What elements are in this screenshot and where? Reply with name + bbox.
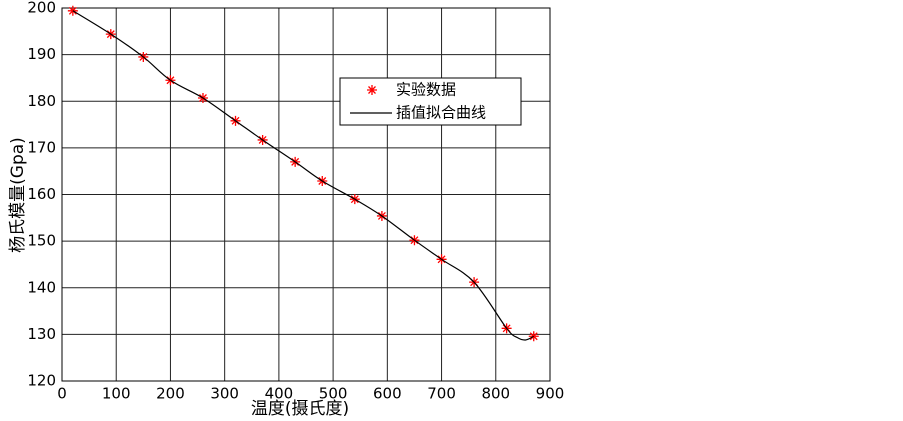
plot-frame xyxy=(61,7,551,382)
y-tick-label: 200 xyxy=(27,0,56,17)
y-tick-label: 190 xyxy=(27,45,56,63)
y-tick-label: 160 xyxy=(27,185,56,203)
y-tick-label: 130 xyxy=(27,325,56,343)
x-axis-title: 温度(摄氏度) xyxy=(251,399,349,419)
y-tick-label: 180 xyxy=(27,92,56,110)
y-tick-label: 150 xyxy=(27,232,56,250)
legend-box xyxy=(339,77,522,126)
x-tick-label: 600 xyxy=(373,385,402,403)
legend-label: 实验数据 xyxy=(396,81,456,99)
y-axis-title: 杨氏模量(Gpa) xyxy=(8,137,28,253)
data-point xyxy=(67,5,78,16)
x-tick-label: 800 xyxy=(481,385,510,403)
x-tick-label: 200 xyxy=(156,385,185,403)
legend-symbol xyxy=(367,85,377,95)
x-tick-label: 300 xyxy=(210,385,239,403)
x-tick-label: 100 xyxy=(102,385,131,403)
y-tick-label: 120 xyxy=(27,372,56,390)
x-tick-label: 900 xyxy=(536,385,565,403)
x-tick-label: 500 xyxy=(319,385,348,403)
y-tick-label: 140 xyxy=(27,278,56,296)
x-tick-label: 700 xyxy=(427,385,456,403)
legend-label: 插值拟合曲线 xyxy=(396,104,486,122)
y-tick-label: 170 xyxy=(27,138,56,156)
marker-shape xyxy=(367,85,377,95)
fit-curve xyxy=(72,10,535,341)
x-tick-label: 400 xyxy=(265,385,294,403)
x-tick-label: 0 xyxy=(57,385,67,403)
marker-shape xyxy=(67,5,78,16)
